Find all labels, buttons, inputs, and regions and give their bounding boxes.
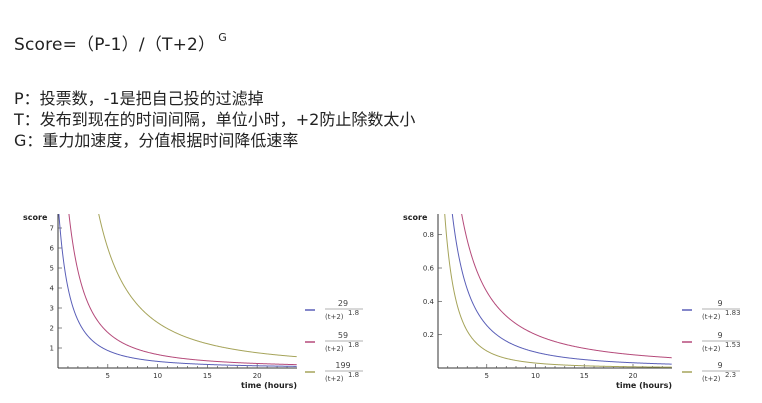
legend-numerator-2: 9 bbox=[717, 331, 722, 340]
series-line-2 bbox=[461, 214, 672, 359]
y-tick-label: 0.4 bbox=[423, 298, 435, 306]
legend-denominator-2: (t+2) bbox=[325, 345, 344, 353]
series-line-3 bbox=[98, 214, 297, 358]
legend-denominator-3: (t+2) bbox=[325, 375, 344, 383]
legend-numerator-3: 9 bbox=[717, 361, 722, 370]
legend-numerator-3: 199 bbox=[335, 361, 350, 370]
chart-left: score time (hours) 5 10 15 20 1 2 3 4 5 6 7 29 (t+2) 1.… bbox=[23, 213, 363, 390]
definition-p: P：投票数，-1是把自己投的过滤掉 bbox=[14, 89, 264, 108]
formula-main: Score=（P-1）/（T+2） bbox=[14, 35, 216, 55]
score-formula: Score=（P-1）/（T+2） G bbox=[14, 30, 227, 55]
y-tick-label: 1 bbox=[50, 345, 54, 353]
chart-right: score time (hours) 5 10 15 20 0.2 0.4 0.6 0.8 9 (t+… bbox=[403, 213, 741, 390]
x-tick-label: 15 bbox=[580, 372, 589, 380]
y-tick-label: 2 bbox=[50, 325, 54, 333]
definitions-list: P：投票数，-1是把自己投的过滤掉 T：发布到现在的时间间隔，单位小时，+2防止… bbox=[14, 88, 415, 151]
y-tick-label: 0.2 bbox=[423, 331, 434, 339]
legend-exponent-2: 1.53 bbox=[725, 341, 741, 349]
y-tick-label: 5 bbox=[50, 265, 54, 273]
legend-denominator-1: (t+2) bbox=[702, 313, 721, 321]
x-tick-label: 20 bbox=[629, 372, 638, 380]
x-tick-label: 20 bbox=[253, 372, 262, 380]
series-line-3 bbox=[444, 214, 672, 368]
legend-denominator-3: (t+2) bbox=[702, 375, 721, 383]
y-axis-label: score bbox=[23, 213, 48, 222]
series-line-1 bbox=[58, 214, 297, 367]
legend-numerator-1: 29 bbox=[338, 299, 348, 308]
legend-exponent-2: 1.8 bbox=[348, 341, 359, 349]
legend-denominator-1: (t+2) bbox=[325, 313, 344, 321]
legend-numerator-1: 9 bbox=[717, 299, 722, 308]
series-line-2 bbox=[68, 214, 297, 366]
x-tick-label: 10 bbox=[531, 372, 540, 380]
y-tick-label: 4 bbox=[50, 285, 55, 293]
legend-exponent-1: 1.83 bbox=[725, 309, 741, 317]
x-tick-label: 5 bbox=[106, 372, 110, 380]
y-tick-label: 6 bbox=[50, 245, 55, 253]
x-tick-label: 15 bbox=[203, 372, 212, 380]
definition-t: T：发布到现在的时间间隔，单位小时，+2防止除数太小 bbox=[14, 110, 416, 129]
y-axis-label: score bbox=[403, 213, 428, 222]
legend-exponent-1: 1.8 bbox=[348, 309, 359, 317]
legend-numerator-2: 59 bbox=[338, 331, 348, 340]
formula-exponent: G bbox=[218, 31, 227, 45]
x-tick-label: 10 bbox=[153, 372, 162, 380]
definition-g: G：重力加速度，分值根据时间降低速率 bbox=[14, 131, 299, 150]
legend-denominator-2: (t+2) bbox=[702, 345, 721, 353]
x-axis-label: time (hours) bbox=[241, 381, 297, 390]
x-tick-label: 5 bbox=[485, 372, 489, 380]
legend-exponent-3: 1.8 bbox=[348, 371, 359, 379]
x-axis-label: time (hours) bbox=[616, 381, 672, 390]
y-tick-label: 7 bbox=[50, 225, 54, 233]
y-tick-label: 0.8 bbox=[423, 231, 434, 239]
y-tick-label: 3 bbox=[50, 305, 54, 313]
series-line-1 bbox=[451, 214, 672, 365]
legend-exponent-3: 2.3 bbox=[725, 371, 736, 379]
y-tick-label: 0.6 bbox=[423, 265, 435, 273]
